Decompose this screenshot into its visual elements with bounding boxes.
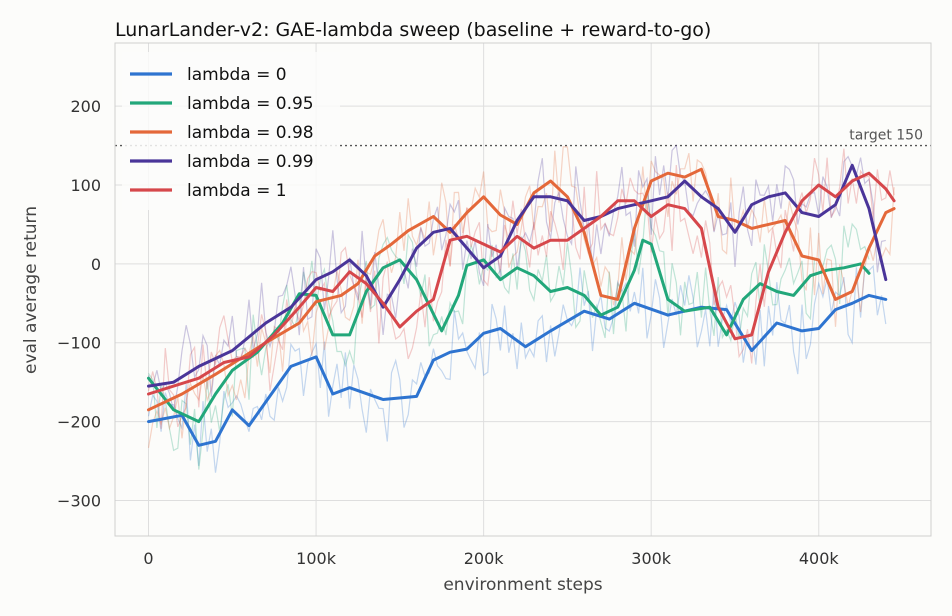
series-line (147, 163, 888, 388)
y-axis-title: eval average return (21, 206, 41, 374)
x-tick-label: 0 (143, 549, 153, 568)
series-line (147, 171, 896, 396)
grid-lines (115, 43, 931, 536)
y-tick-label: 100 (70, 176, 101, 195)
y-tick-label: 0 (91, 255, 101, 274)
legend-label: lambda = 0.98 (187, 123, 314, 143)
series-line (147, 293, 888, 447)
chart-title: LunarLander-v2: GAE-lambda sweep (baseli… (115, 19, 711, 41)
y-tick-label: −200 (57, 413, 101, 432)
plot-frame (114, 42, 932, 537)
x-tick-labels: 0 100k 200k 300k 400k (143, 549, 839, 568)
target-label: target 150 (849, 128, 923, 144)
legend-label: lambda = 0.99 (187, 152, 314, 172)
y-tick-label: −300 (57, 492, 101, 511)
raw-series-line (147, 264, 887, 473)
y-tick-label: −100 (57, 334, 101, 353)
x-tick-label: 400k (799, 549, 840, 568)
legend: lambda = 0 lambda = 0.95 lambda = 0.98 lamb… (122, 52, 340, 210)
series-line (147, 167, 896, 412)
raw-series-group (147, 144, 895, 473)
legend-label: lambda = 0.95 (187, 94, 314, 114)
x-tick-label: 300k (631, 549, 672, 568)
axes-group (114, 42, 932, 537)
legend-label: lambda = 1 (187, 181, 287, 201)
y-tick-label: 200 (70, 97, 101, 116)
smoothed-series-group (147, 163, 896, 447)
raw-series-line (148, 190, 870, 470)
raw-series-line (147, 146, 895, 448)
series-line (147, 238, 871, 424)
y-tick-labels: −300 −200 −100 0 100 200 (57, 97, 101, 510)
x-tick-label: 200k (464, 549, 505, 568)
legend-label: lambda = 0 (187, 65, 287, 85)
x-axis-title: environment steps (443, 575, 602, 595)
raw-series-line (147, 148, 895, 429)
x-tick-label: 100k (296, 549, 337, 568)
